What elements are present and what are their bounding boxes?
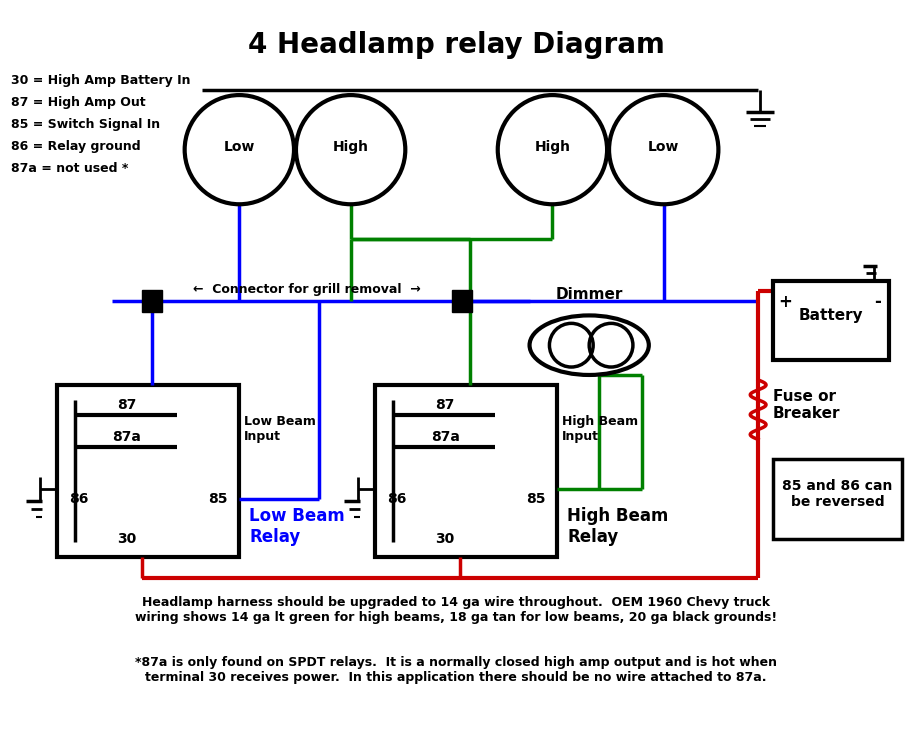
FancyBboxPatch shape [57,385,239,556]
Text: *87a is only found on SPDT relays.  It is a normally closed high amp output and : *87a is only found on SPDT relays. It is… [135,656,776,684]
Text: +: + [777,293,791,310]
Text: 87: 87 [118,398,137,412]
Text: High: High [534,140,569,153]
Text: Low Beam
Input: Low Beam Input [244,415,316,442]
Text: 87a: 87a [430,431,459,445]
Text: Headlamp harness should be upgraded to 14 ga wire throughout.  OEM 1960 Chevy tr: Headlamp harness should be upgraded to 1… [135,597,776,625]
Text: -: - [873,293,880,310]
Text: 87: 87 [435,398,455,412]
FancyBboxPatch shape [773,281,888,360]
Text: 85: 85 [208,492,227,506]
Text: 86: 86 [69,492,88,506]
Text: 87 = High Amp Out: 87 = High Amp Out [11,96,145,109]
Text: 87a: 87a [112,431,141,445]
Text: 87a = not used *: 87a = not used * [11,162,128,175]
Text: 30: 30 [435,532,455,545]
Text: Battery: Battery [798,308,863,323]
Text: 86 = Relay ground: 86 = Relay ground [11,140,140,153]
Text: Fuse or
Breaker: Fuse or Breaker [773,388,840,421]
Text: 85 = Switch Signal In: 85 = Switch Signal In [11,118,159,131]
Text: High Beam
Input: High Beam Input [562,415,638,442]
FancyBboxPatch shape [773,459,901,539]
Text: High Beam
Relay: High Beam Relay [567,508,668,546]
Text: 86: 86 [387,492,406,506]
Text: Dimmer: Dimmer [555,287,622,302]
Text: ←  Connector for grill removal  →: ← Connector for grill removal → [193,282,420,296]
Text: Low Beam
Relay: Low Beam Relay [249,508,344,546]
Bar [452,290,471,313]
Text: 30: 30 [118,532,137,545]
Text: High: High [333,140,368,153]
FancyBboxPatch shape [375,385,557,556]
Text: 85 and 86 can
be reversed: 85 and 86 can be reversed [782,479,892,509]
Text: Low: Low [223,140,255,153]
Text: Low: Low [648,140,679,153]
Bar [142,290,161,313]
Text: 85: 85 [525,492,545,506]
Text: 30 = High Amp Battery In: 30 = High Amp Battery In [11,74,190,87]
Text: 4 Headlamp relay Diagram: 4 Headlamp relay Diagram [247,30,664,59]
